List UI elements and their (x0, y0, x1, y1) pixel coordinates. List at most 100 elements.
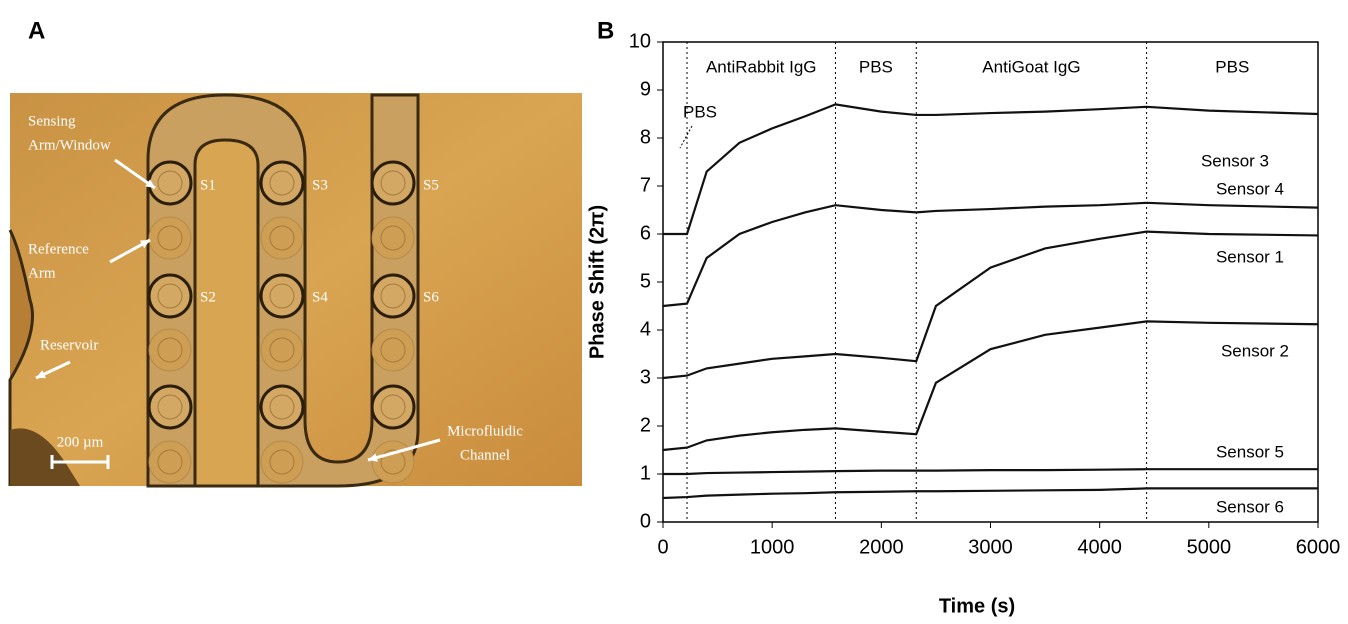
sensor-ring (380, 337, 406, 363)
sensor-window (370, 160, 416, 206)
sensor-ring (157, 449, 183, 475)
x-tick-label: 2000 (859, 536, 904, 558)
sensor-window (148, 328, 192, 372)
reservoir (8, 229, 34, 486)
panel-label: B (597, 17, 614, 44)
micrograph (8, 93, 582, 488)
sensor-label: S5 (423, 177, 439, 193)
sensor-label: S1 (200, 177, 216, 193)
sensor-window (370, 384, 416, 430)
sensor-window (370, 273, 416, 319)
y-tick-label: 7 (640, 174, 651, 196)
series-label: Sensor 5 (1216, 442, 1284, 461)
sensor-ring (380, 394, 406, 420)
sensor-ring (269, 225, 295, 251)
y-tick-label: 6 (640, 222, 651, 244)
sensor-ring (157, 337, 183, 363)
x-tick-label: 5000 (1187, 536, 1232, 558)
sensor-label: S3 (312, 177, 328, 193)
sensor-label: S2 (200, 289, 216, 305)
sensor-ring (269, 394, 295, 420)
series-label: Sensor 4 (1216, 179, 1284, 198)
sensor-window (148, 216, 192, 260)
annotation: Channel (460, 447, 510, 463)
sensor-ring (157, 394, 183, 420)
sensor-window (371, 440, 415, 484)
channel-inner (193, 138, 260, 488)
y-tick-label: 3 (640, 366, 651, 388)
sensor-window (259, 160, 305, 206)
phase-label: PBS (859, 57, 893, 76)
series-line (662, 230, 1319, 380)
annotation: Reservoir (40, 337, 98, 353)
phase-label: PBS (683, 102, 717, 121)
sensor-ring (157, 170, 183, 196)
phase-label: AntiGoat IgG (982, 57, 1080, 76)
y-tick-label: 5 (640, 270, 651, 292)
x-tick-label: 1000 (750, 536, 795, 558)
y-tick-label: 10 (629, 30, 651, 52)
y-tick-label: 2 (640, 414, 651, 436)
arrow (679, 125, 693, 149)
sensor-ring (380, 449, 406, 475)
sensor-label: S4 (312, 289, 328, 305)
x-tick-label: 0 (657, 536, 668, 558)
annotation: Microfluidic (447, 423, 523, 439)
sensor-window (147, 384, 193, 430)
series-line (662, 320, 1319, 452)
sensor-ring (380, 225, 406, 251)
annotation: Arm (28, 265, 56, 281)
annotation: Reference (28, 241, 89, 257)
series-line (663, 468, 1318, 476)
sensor-ring (157, 283, 183, 309)
sensor-window (147, 273, 193, 319)
series-label: Sensor 2 (1221, 341, 1289, 360)
series-label: Sensor 1 (1216, 247, 1284, 266)
arrow-head (140, 240, 150, 249)
reservoir-edge (10, 428, 80, 486)
arrow (367, 438, 441, 462)
sensor-window (371, 328, 415, 372)
series-label: Sensor 6 (1216, 497, 1284, 516)
sensor-ring (269, 170, 295, 196)
series-line (663, 103, 1319, 236)
y-axis-title: Phase Shift (2π) (586, 205, 608, 359)
sensor-ring (380, 170, 406, 196)
panel-label: A (28, 17, 45, 44)
sensor-window (260, 328, 304, 372)
series-label: Sensor 3 (1201, 151, 1269, 170)
x-tick-label: 4000 (1077, 536, 1122, 558)
y-tick-label: 0 (640, 510, 651, 532)
y-tick-label: 8 (640, 126, 651, 148)
phase-label: PBS (1215, 57, 1249, 76)
annotation: Arm/Window (28, 137, 111, 153)
sensor-window (260, 216, 304, 260)
sensor-window (259, 273, 305, 319)
y-tick-label: 4 (640, 318, 651, 340)
sensor-window (260, 440, 304, 484)
series-line (662, 487, 1318, 500)
sensor-ring (269, 449, 295, 475)
x-tick-label: 6000 (1296, 536, 1341, 558)
sensor-window (259, 384, 305, 430)
sensor-window (147, 160, 193, 206)
y-tick-label: 9 (640, 78, 651, 100)
arrow-head (36, 370, 46, 379)
sensor-ring (380, 283, 406, 309)
sensor-window (371, 216, 415, 260)
arrow-head (368, 453, 378, 462)
annotation: Sensing (28, 113, 76, 129)
x-tick-label: 3000 (968, 536, 1013, 558)
sensor-ring (269, 283, 295, 309)
sensor-ring (157, 225, 183, 251)
y-tick-label: 1 (640, 462, 651, 484)
sensor-label: S6 (423, 289, 439, 305)
x-axis-title: Time (s) (939, 595, 1015, 617)
scale-bar-label: 200 µm (57, 434, 104, 450)
sensor-window (148, 440, 192, 484)
series-line (662, 201, 1319, 308)
phase-label: AntiRabbit IgG (706, 57, 817, 76)
sensor-ring (269, 337, 295, 363)
arrow-head (145, 179, 155, 188)
